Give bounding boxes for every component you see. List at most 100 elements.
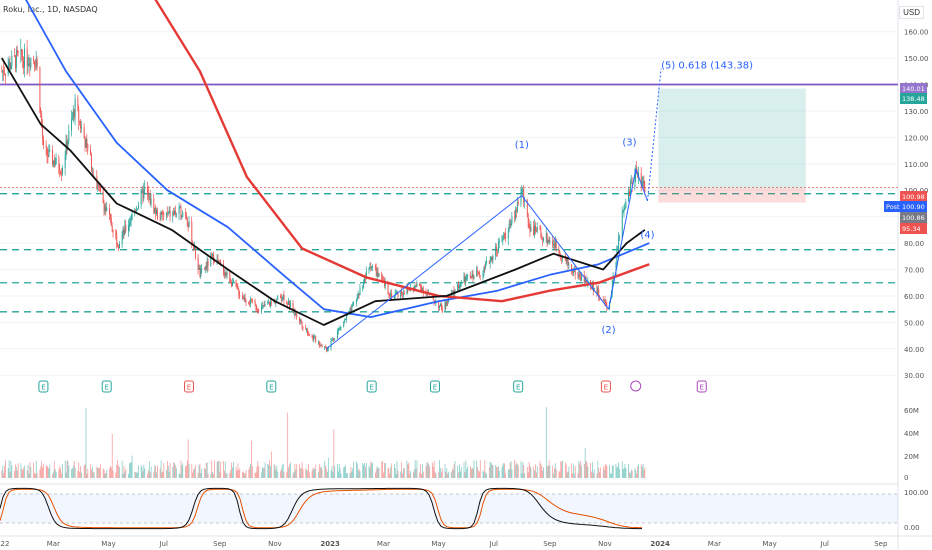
volume-bar: [611, 465, 613, 478]
volume-bar: [528, 461, 530, 478]
volume-bar: [302, 469, 304, 478]
volume-bar: [488, 467, 490, 478]
candle-body: [488, 261, 490, 264]
volume-bar: [526, 467, 528, 478]
candle-body: [591, 287, 593, 289]
volume-bar: [321, 469, 323, 478]
volume-bar: [35, 460, 37, 478]
candle-body: [343, 321, 345, 327]
volume-bar: [185, 466, 186, 478]
candle-body: [509, 224, 511, 226]
volume-bar: [486, 473, 488, 478]
candle-body: [514, 216, 516, 219]
volume-bar: [77, 470, 79, 478]
candle-body: [554, 244, 555, 248]
candle-body: [535, 225, 536, 232]
volume-bar: [53, 471, 54, 478]
candle-body: [276, 298, 278, 301]
candle-body: [548, 239, 550, 243]
volume-bar: [218, 460, 220, 478]
candle-body: [621, 212, 623, 237]
candle-body: [239, 295, 241, 296]
candle-body: [8, 61, 10, 67]
time-tick: May: [101, 540, 115, 548]
candle-body: [485, 262, 487, 268]
volume-bar: [416, 460, 418, 478]
price-badge-text: 138.48: [902, 95, 925, 103]
candle-body: [629, 191, 630, 196]
volume-bar: [281, 465, 283, 478]
candle-body: [338, 328, 340, 330]
candle-body: [188, 221, 190, 227]
volume-bar: [112, 470, 114, 478]
volume-bar: [483, 471, 485, 478]
candle-body: [289, 300, 290, 308]
time-tick: May: [431, 540, 445, 548]
volume-bar: [87, 468, 89, 478]
candle-body: [541, 234, 543, 238]
candle-body: [300, 319, 302, 323]
volume-bar: [91, 466, 93, 478]
candle-body: [187, 224, 189, 227]
candle-body: [173, 211, 175, 215]
volume-bar: [330, 470, 332, 478]
volume-bar: [147, 470, 149, 478]
volume-bar: [299, 468, 301, 478]
volume-bar: [83, 465, 85, 478]
time-tick: Sep: [213, 540, 227, 548]
candle-body: [530, 226, 532, 232]
volume-bar: [268, 465, 270, 478]
volume-bar: [573, 464, 574, 478]
volume-bar: [166, 470, 167, 478]
volume-bar: [438, 472, 440, 478]
volume-bar: [14, 470, 15, 478]
volume-bar: [42, 467, 43, 478]
volume-bar: [62, 463, 63, 478]
volume-bar: [223, 470, 225, 478]
wave-label: (3): [622, 137, 636, 148]
candle-body: [574, 268, 576, 275]
volume-bar: [560, 461, 562, 478]
volume-bar: [565, 464, 567, 478]
candle-body: [155, 207, 157, 214]
volume-bar: [53, 461, 55, 478]
candle-body: [452, 290, 454, 294]
candle-body: [327, 347, 329, 349]
candle-body: [84, 138, 86, 148]
candle-body: [42, 127, 44, 140]
volume-bar: [453, 464, 455, 478]
candle-body: [256, 308, 258, 310]
price-tick: 130.00: [904, 108, 929, 116]
candle-body: [623, 208, 625, 211]
volume-bar: [168, 471, 170, 478]
volume-bar: [174, 463, 176, 478]
candle-body: [357, 293, 359, 296]
currency-label[interactable]: USD: [899, 6, 924, 19]
candle-body: [330, 340, 332, 348]
candle-body: [166, 212, 168, 214]
volume-bar: [314, 468, 316, 478]
candle-body: [473, 276, 475, 280]
candle-body: [523, 189, 525, 202]
volume-bar: [396, 460, 398, 478]
sma-red-line: [154, 0, 650, 303]
candle-body: [374, 266, 376, 268]
volume-bar: [194, 468, 195, 478]
volume-bar: [235, 466, 237, 478]
volume-bar: [501, 467, 503, 478]
volume-bar: [163, 463, 165, 478]
candle-body: [520, 192, 522, 205]
volume-bar: [269, 460, 270, 478]
volume-bar: [135, 471, 137, 478]
sma-black-line: [1, 57, 646, 326]
candle-body: [630, 182, 631, 196]
candle-body: [102, 191, 104, 203]
earnings-letter: E: [269, 384, 273, 392]
candle-body: [61, 173, 63, 175]
volume-bar: [604, 464, 606, 478]
volume-bar: [368, 465, 370, 478]
candle-body: [542, 237, 544, 241]
volume-bar: [27, 464, 29, 478]
candle-body: [149, 195, 151, 205]
